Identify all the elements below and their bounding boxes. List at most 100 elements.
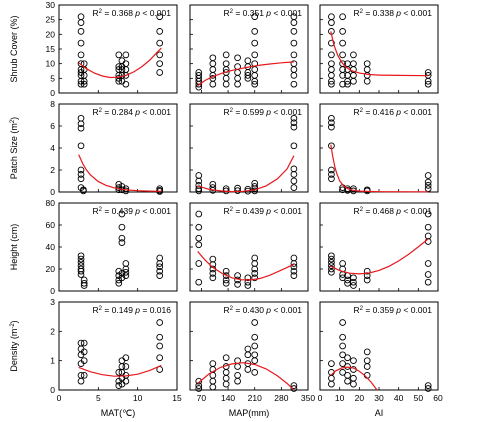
data-point [118,357,126,365]
r2-annotation: R2 = 0.439 p < 0.001 [92,206,171,216]
panel-shrub_cover-AI: R2 = 0.338 p < 0.001 [319,4,439,94]
data-point [122,80,130,88]
x-axis-title-MAT: MAT(℃) [101,408,135,418]
y-tick-label: 80 [46,198,56,208]
data-point [77,259,85,266]
data-point [424,232,432,240]
data-point [122,354,130,362]
data-point [290,382,298,389]
data-point [77,120,85,128]
data-point [122,265,130,273]
data-point [234,74,241,82]
data-point [77,255,85,263]
data-point [234,80,241,88]
y-axis-title-patch_size: Patch Size (m2) [9,117,19,179]
data-point [156,319,164,326]
data-point [251,357,259,365]
data-point [115,77,123,85]
data-point [156,272,164,279]
fit-curve [330,144,429,193]
data-point [209,66,217,73]
data-point [424,80,432,88]
data-point [344,377,351,385]
data-point [222,51,230,59]
data-point [290,177,298,185]
data-point [350,72,357,79]
data-point [290,165,298,173]
y-tick-label: 15 [46,44,56,54]
data-point [195,260,203,267]
data-point [290,267,298,275]
data-point [328,80,335,88]
data-point [339,260,346,267]
data-point [424,210,432,218]
data-point [344,80,351,88]
x-tick-label: 10 [335,393,345,403]
data-point [290,272,298,279]
fit-curve [78,47,162,79]
x-tick-label: 10 [133,393,143,403]
data-point [118,57,126,65]
data-point [222,80,230,88]
panel-patch_size-MAP: R2 = 0.599 p < 0.001 [189,103,309,195]
data-point [77,252,85,260]
data-point [424,77,432,85]
panel-shrub_cover-MAT: 0 5 10 15 20 25 30 R2 = 0.368 p < 0.001 [46,0,178,98]
y-axis-title-height: Height (cm) [9,224,19,271]
panel-frame [319,4,439,94]
data-point [222,380,230,388]
data-point [339,51,346,59]
data-point [350,278,357,286]
data-point [156,260,164,267]
fit-curve [330,31,429,77]
data-point [80,371,88,379]
data-point [234,54,241,62]
data-point [80,80,88,88]
r2-annotation: R2 = 0.359 p < 0.001 [353,305,432,315]
data-point [290,119,298,127]
y-tick-label: 60 [46,220,56,230]
panel-frame [58,4,178,94]
data-point [77,175,85,183]
data-point [290,80,298,88]
data-point [209,383,217,391]
data-point [77,124,85,132]
data-point [209,255,217,263]
data-point [290,171,298,178]
data-point [424,385,432,392]
data-point [251,28,259,35]
data-point [80,187,87,195]
data-point [195,80,203,88]
data-point [156,60,164,68]
y-tick-label: 0 [50,385,55,395]
data-point [222,276,230,284]
data-point [80,279,88,287]
data-point [339,360,346,367]
x-tick-label: 15 [172,393,182,403]
data-point [290,142,298,150]
data-point [244,274,252,282]
data-point [156,263,164,271]
data-point [339,333,346,341]
data-point [244,351,252,359]
x-tick-label: 280 [274,393,288,403]
y-tick-label: 8 [50,99,55,109]
data-point [195,210,203,218]
r2-annotation: R2 = 0.416 p < 0.001 [353,107,432,117]
data-point [328,259,335,266]
data-point [209,60,217,68]
data-point [251,187,259,195]
data-point [156,51,164,59]
data-point [350,274,357,282]
data-point [195,223,203,231]
data-point [156,333,164,341]
data-point [77,114,85,122]
data-point [118,270,126,277]
x-tick-label: 0 [318,393,323,403]
data-point [122,272,130,279]
data-point [251,369,259,376]
data-point [424,278,432,286]
panel-height-MAT: 0 20 40 60 80 R2 = 0.439 p < 0.001 [46,198,178,296]
data-point [244,57,252,65]
panel-density-AI: 0 10 20 30 40 50 60 R2 = 0.359 p < 0.001 [318,301,443,403]
